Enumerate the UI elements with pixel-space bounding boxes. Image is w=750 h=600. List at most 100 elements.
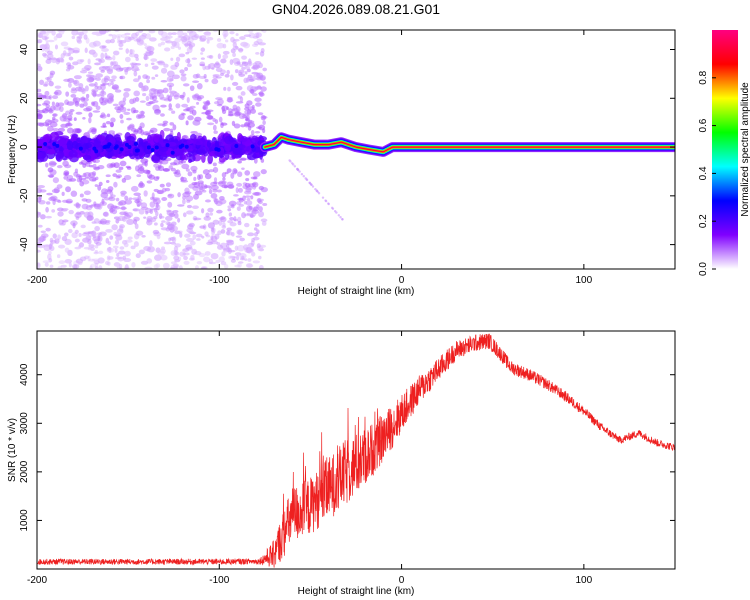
noise-blob [226,69,230,75]
noise-blob [95,31,100,37]
noise-blob [72,50,80,54]
noise-blob [208,189,213,195]
noise-blob [143,246,152,252]
noise-blob [196,260,203,265]
noise-blob [116,266,122,269]
noise-blob [185,107,191,112]
noise-blob [185,51,190,55]
noise-blob [140,158,149,164]
noise-blob [105,55,111,59]
noise-blob [256,243,261,249]
noise-blob [91,258,100,262]
noise-blob [222,221,226,228]
noise-blob [63,78,71,82]
core-blob [56,150,65,158]
core-peak [94,149,99,154]
noise-blob [74,238,80,243]
noise-blob [260,169,267,175]
noise-blob [174,259,181,263]
core-blob [246,151,257,161]
noise-blob [196,30,204,33]
noise-blob [123,88,131,92]
noise-blob [108,33,113,37]
noise-blob [177,30,184,37]
ridge-line [264,136,675,153]
noise-blob [244,107,249,111]
noise-blob [236,206,241,211]
noise-blob [140,85,146,92]
noise-blob [57,211,64,217]
noise-blob [83,34,88,40]
noise-blob [132,109,139,114]
noise-blob [228,200,237,207]
noise-blob [251,251,256,257]
noise-blob [48,81,54,87]
noise-blob [186,204,193,209]
noise-blob [177,192,181,198]
noise-blob [228,108,233,114]
noise-blob [237,171,243,178]
noise-blob [250,129,255,135]
noise-blob [94,184,99,187]
noise-blob [157,43,162,47]
noise-blob [172,92,180,98]
noise-blob [116,252,120,258]
noise-blob [57,127,65,133]
noise-blob [115,234,123,241]
noise-blob [235,33,239,37]
noise-blob [247,264,254,268]
noise-blob [202,104,207,111]
streak-blob [315,189,319,193]
noise-blob [67,47,73,51]
noise-blob [235,187,239,194]
noise-blob [91,171,97,176]
noise-blob [41,94,47,99]
noise-blob [207,63,211,70]
noise-blob [112,245,119,249]
noise-blob [232,57,241,64]
noise-blob [177,230,183,234]
noise-blob [92,51,98,58]
noise-blob [204,251,211,256]
core-blob [151,154,161,162]
noise-blob [154,254,162,261]
noise-blob [68,209,74,215]
noise-blob [215,76,222,79]
streak-blob [341,218,344,221]
noise-blob [162,262,170,269]
streak-blob [335,211,338,214]
noise-blob [133,90,141,97]
noise-blob [90,246,95,251]
noise-blob [119,160,127,167]
noise-blob [154,109,161,115]
noise-blob [186,199,191,203]
core-peak [180,143,185,148]
noise-blob [134,223,139,230]
noise-blob [44,90,50,96]
x-tick-label: -100 [209,275,229,286]
core-peak [52,142,57,147]
core-blob [68,150,78,158]
noise-blob [132,97,137,104]
noise-blob [235,24,242,27]
noise-blob [37,224,43,228]
noise-blob [216,42,225,49]
noise-blob [237,71,243,76]
noise-blob [47,167,54,173]
noise-blob [110,162,116,167]
noise-blob [233,194,239,197]
core-blob [176,131,181,141]
noise-blob [107,241,112,246]
core-peak [150,147,155,152]
noise-blob [126,108,131,112]
noise-blob [233,169,238,174]
noise-blob [149,129,154,133]
noise-blob [169,212,176,217]
noise-blob [37,196,42,203]
noise-blob [203,31,212,35]
noise-blob [259,92,265,97]
noise-blob [135,230,144,236]
noise-blob [251,93,258,96]
noise-blob [120,119,124,124]
noise-blob [248,205,253,210]
